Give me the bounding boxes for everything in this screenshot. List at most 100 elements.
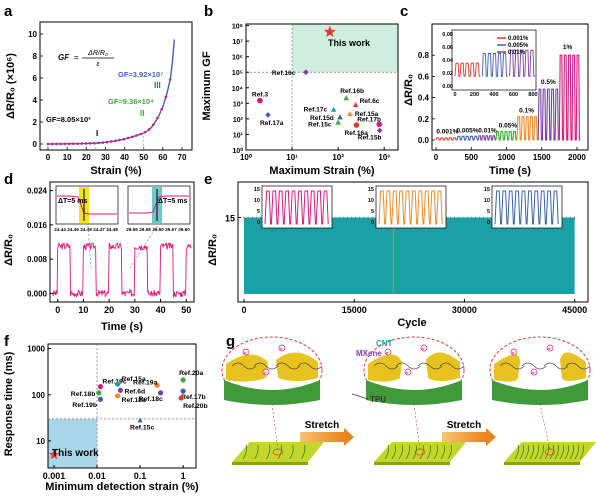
film-crack [266,444,271,460]
panel-a-formula-num: ΔR/R₀ [87,50,108,57]
panel-c-y-label: 0.8 [418,51,430,60]
panel-f-point-label: Ref.20a [179,370,203,377]
panel-f-point-label: Ref.15a [122,376,146,383]
panel-d-ylabel: ΔR/R₀ [3,234,15,266]
panel-f-point-ref20b [178,395,184,401]
panel-f-point-ref19a [154,382,160,388]
panel-e-inset-connector [247,217,263,229]
cnt-strand [231,362,257,370]
panel-f-point-ref17b [180,388,186,394]
film-crack [242,444,247,460]
panel-f-points: Ref.19cRef.18bRef.19bRef.15aRef.6dRef.18… [48,370,208,460]
panel-g: g e⁻ e⁻ e⁻ e⁻ e⁻ e⁻ e⁻ e⁻ e⁻ Stretch Stretch CNT… [221,333,596,465]
panel-c-series-labels: 0.001%0.005% 0.01%0.05%0.1%0.5%1% [436,44,572,136]
panel-a-y-label: 8 [33,52,38,61]
panel-a-y-label: 2 [33,118,38,127]
panel-b-this-work-label: This work [328,38,371,48]
panel-b-guides [246,24,398,150]
panel-d-inset-right-xlabel: 29.57 [165,227,177,232]
panel-d-inset-left-xlabel: 24.48 [80,227,92,232]
panel-c-y-label: 0.4 [418,94,430,103]
panel-a: a 0 10 20 30 40 50 60 70 0 2 4 6 8 10 Strain (%) ΔR/… [4,3,193,177]
mxene-flakes-right [560,352,586,381]
cnt-strand [297,362,323,370]
panel-d-x-label: 50 [181,305,191,315]
panel-a-point [109,140,113,143]
panel-c-y-label: 0.6 [418,72,430,81]
film-crack [426,444,431,460]
stretch-arrow-1-body [300,432,344,442]
panel-a-x-label: 10 [63,153,72,162]
panel-b-point-label: Ref.17a [260,120,284,127]
electron-label: e⁻ [406,370,410,375]
panel-d-inset-left-xlabel: 24.47 [93,227,105,232]
panel-f-x-label: 0.01 [88,471,106,481]
panel-d-inset-left: ΔT=5 ms 24.44 24.46 24.48 24.47 24.48 [54,185,119,232]
panel-c-xlabel: Time (s) [489,165,531,177]
panel-c-series-3 [495,130,518,141]
film-crack [534,444,539,460]
panel-f-frame [47,343,197,469]
panel-a-point [164,95,168,99]
electron-marker [262,368,270,376]
panel-c-y-label: 0.0 [418,136,430,145]
panel-e-inset-ylabel: 10 [484,198,490,204]
panel-c-inset-ylabel: 0.08 [442,32,453,38]
panel-f-this-work-label: This work [52,448,99,459]
panel-b-point-label: Ref.15d [310,115,334,122]
panel-a-x-label: 60 [158,153,167,162]
stretch-arrow-1-head [344,428,354,446]
stretch-arrow-2-body [442,432,486,442]
region-III-label: III [154,81,161,90]
electron-marker [278,344,286,352]
panel-a-point [139,132,142,136]
panel-c-inset-ylabel: 0.00 [442,84,453,90]
panel-b-point-ref15d [337,114,343,120]
panel-e-band-fill [244,217,575,294]
panel-c-ylabel: ΔR/R₀ [403,74,415,106]
panel-b-point-ref15b [376,127,383,134]
panel-e-y-label: 15 [225,214,235,224]
panel-f-point-label: Ref.15c [130,424,154,431]
cnt-strand [395,362,421,370]
panel-c-inset-legend-label: 0.01% [508,50,526,56]
panel-b-y-label: 10⁰ [232,147,243,155]
panel-b-y-label: 10³ [233,101,244,108]
panel-d-inset-left-xlabel: 24.48 [106,227,118,232]
film-crack [579,444,584,460]
panel-b-point-thiswork [323,25,336,37]
panel-e-inset-ylabel: 10 [254,198,260,204]
panel-a-point [114,139,117,143]
tpu-substrate [492,380,588,405]
panel-c-series [435,54,581,141]
panel-c-series-label: 0.01% [478,128,497,135]
cnt-strand [543,362,569,370]
panel-b-point-ref16b [343,95,350,101]
stretch-label-1: Stretch [305,420,339,431]
film-crack [539,444,544,460]
panel-b-point-ref17c [330,106,337,112]
panel-f-point-ref18c [157,390,164,396]
film-crack [514,444,519,460]
film-crack [419,444,424,460]
mxene-flakes-left [494,354,520,382]
panel-f-point-label: Ref.6d [124,388,145,395]
panel-b-point-ref3 [257,97,263,104]
panel-c-inset-ylabel: 0.06 [442,45,453,51]
panel-a-point [105,140,109,144]
panel-e-frame [237,181,589,303]
panel-f-point-label: Ref.18b [71,391,96,398]
label-tpu: TPU [370,395,386,404]
film-crack [405,444,410,460]
panel-b-yticks: 10⁰ 10¹ 10² 10³ 10⁴ 10⁵ 10⁶ 10⁷ 10⁸ [232,24,249,155]
mxene-flakes-right [276,352,318,381]
panel-e-inset-ylabel: 15 [368,187,374,193]
panel-b-y-label: 10¹ [233,132,244,139]
panel-e-x-label: 45000 [562,305,587,315]
panel-e-inset-ylabel: 0 [257,220,260,226]
film-crack [519,444,524,460]
panel-a-formula-eq: = [74,53,79,62]
panel-d-inset-left-xlabel: 24.44 [54,227,66,232]
film-crack [254,444,259,460]
